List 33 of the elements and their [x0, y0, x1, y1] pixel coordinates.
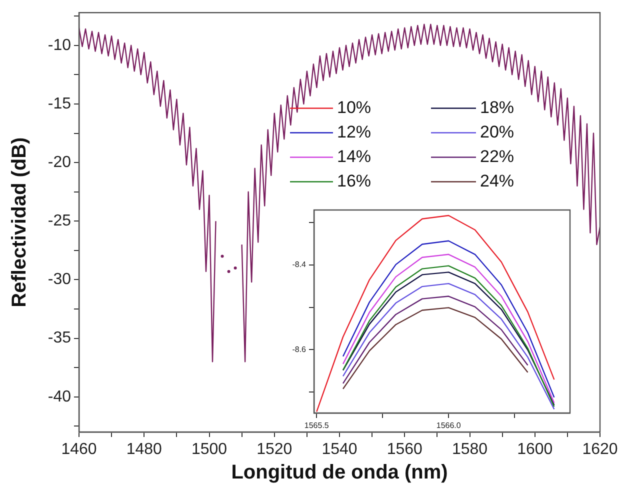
x-tick-label: 1565.5	[304, 421, 330, 430]
legend-label: 10%	[337, 98, 372, 117]
y-tick-label: -8.6	[292, 344, 307, 354]
x-tick-label: 1460	[61, 441, 97, 458]
x-tick-label: 1580	[452, 441, 488, 458]
legend-label: 14%	[337, 146, 372, 166]
x-tick-label: 1540	[322, 441, 358, 458]
legend-label: 22%	[480, 146, 514, 166]
point	[227, 270, 230, 274]
y-tick-label: -40	[48, 388, 72, 406]
x-tick-label: 1566.0	[436, 421, 462, 430]
x-tick-label: 1600	[517, 441, 553, 458]
legend-label: 12%	[337, 122, 372, 142]
x-tick-label: 1500	[191, 441, 228, 458]
y-tick-label: -10	[48, 36, 72, 54]
y-tick-label: -30	[48, 271, 72, 288]
y-tick-label: -25	[48, 212, 72, 230]
x-tick-label: 1480	[126, 441, 162, 458]
legend-label: 16%	[337, 171, 372, 190]
y-tick-label: -15	[48, 95, 72, 112]
point	[234, 266, 237, 270]
x-tick-label: 1520	[256, 441, 292, 458]
y-axis-title: Reflectividad (dB)	[8, 137, 31, 308]
x-tick-label: 1560	[386, 441, 423, 458]
legend-label: 24%	[480, 171, 514, 190]
point	[220, 254, 224, 258]
x-axis-title: Longitud de onda (nm)	[231, 462, 448, 484]
legend-label: 18%	[480, 98, 514, 117]
y-tick-label: -20	[48, 154, 72, 171]
y-tick-label: -8.4	[292, 260, 307, 270]
x-tick-label: 1620	[582, 441, 618, 458]
y-tick-label: -35	[48, 330, 72, 347]
legend-label: 20%	[480, 122, 514, 142]
